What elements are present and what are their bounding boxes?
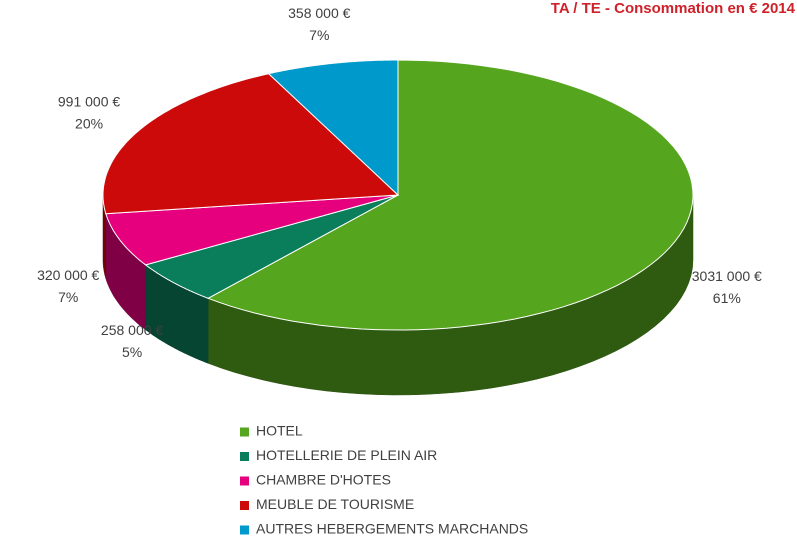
- legend-label: MEUBLE DE TOURISME: [256, 496, 414, 512]
- data-label: 358 000 €: [288, 5, 350, 21]
- slice: [206, 59, 694, 331]
- percent-label: 5%: [122, 344, 142, 360]
- slice: [267, 59, 399, 197]
- legend-label: AUTRES HEBERGEMENTS MARCHANDS: [256, 521, 528, 537]
- percent-label: 7%: [58, 289, 78, 305]
- slice: [102, 73, 400, 215]
- legend-swatch: [240, 476, 249, 486]
- percent-label: 61%: [713, 290, 741, 306]
- legend-swatch: [240, 452, 249, 461]
- data-label: 991 000 €: [58, 93, 120, 109]
- data-label: 3031 000 €: [692, 268, 762, 284]
- data-label: 258 000 €: [101, 322, 163, 338]
- legend-label: CHAMBRE D'HOTES: [256, 472, 391, 488]
- legend-label: HOTEL: [256, 423, 303, 439]
- legend-label: HOTELLERIE DE PLEIN AIR: [256, 447, 437, 463]
- data-label: 320 000 €: [37, 267, 99, 283]
- legend-swatch: [240, 501, 249, 510]
- legend-swatch: [240, 525, 249, 535]
- legend-swatch: [240, 427, 249, 437]
- slice: [105, 194, 399, 266]
- percent-label: 20%: [75, 115, 103, 131]
- chart-title: TA / TE - Consommation en € 2014: [551, 0, 796, 17]
- percent-label: 7%: [309, 27, 329, 43]
- slice: [144, 194, 399, 299]
